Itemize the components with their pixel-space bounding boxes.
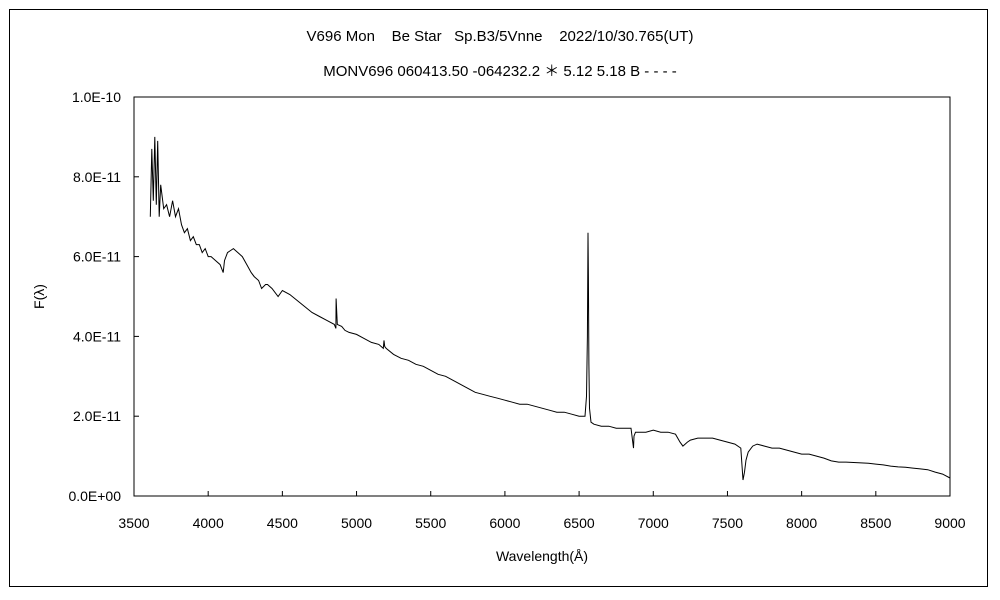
x-tick-label: 5000 bbox=[341, 515, 372, 531]
y-tick-label: 0.0E+00 bbox=[68, 488, 121, 504]
x-tick-label: 7000 bbox=[638, 515, 669, 531]
x-axis: 3500 4000 4500 5000 5500 6000 6500 7000 7500 8000… bbox=[118, 491, 966, 531]
x-tick-label: 7500 bbox=[712, 515, 743, 531]
x-tick-label: 8500 bbox=[860, 515, 891, 531]
plot-area bbox=[133, 96, 951, 497]
spectrum-line bbox=[149, 136, 951, 481]
y-tick-label: 8.0E-11 bbox=[73, 169, 121, 185]
x-axis-label: Wavelength(Å) bbox=[496, 548, 588, 564]
y-tick-label: 4.0E-11 bbox=[73, 328, 121, 344]
x-tick-label: 6500 bbox=[564, 515, 595, 531]
x-tick-label: 8000 bbox=[786, 515, 817, 531]
y-tick-label: 2.0E-11 bbox=[73, 408, 121, 424]
chart-subtitle: MONV696 060413.50 -064232.2 ＊ 5.12 5.18 … bbox=[323, 63, 677, 80]
x-tick-label: 3500 bbox=[118, 515, 149, 531]
y-axis-label: F(λ) bbox=[31, 284, 47, 309]
y-tick-label: 1.0E-10 bbox=[72, 89, 121, 105]
y-tick-label: 6.0E-11 bbox=[73, 249, 121, 265]
x-tick-label: 4500 bbox=[267, 515, 298, 531]
chart-frame bbox=[9, 9, 988, 587]
chart-title: V696 Mon Be Star Sp.B3/5Vnne 2022/10/30.… bbox=[306, 28, 694, 45]
y-axis: 0.0E+00 2.0E-11 4.0E-11 6.0E-11 8.0E-11 1.0E-… bbox=[68, 89, 139, 504]
x-tick-label: 4000 bbox=[193, 515, 224, 531]
x-tick-label: 9000 bbox=[934, 515, 965, 531]
x-tick-label: 6000 bbox=[489, 515, 520, 531]
x-tick-label: 5500 bbox=[415, 515, 446, 531]
